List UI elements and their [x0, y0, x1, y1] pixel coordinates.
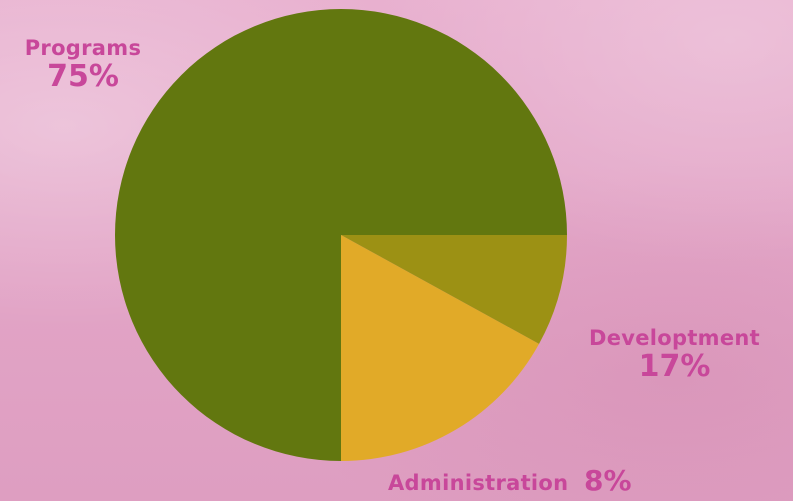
- development-percent: 17%: [638, 349, 711, 385]
- programs-percent: 75%: [47, 59, 119, 95]
- administration-percent: 8%: [583, 464, 632, 497]
- administration-label: Administration 8%: [388, 464, 708, 497]
- development-label: Developtment 17%: [562, 326, 787, 385]
- administration-name: Administration: [388, 471, 569, 495]
- development-name: Developtment: [588, 326, 760, 350]
- programs-label: Programs 75%: [8, 36, 158, 95]
- pie-slice-administration: [341, 235, 567, 344]
- programs-name: Programs: [24, 36, 142, 60]
- pie-slice-developtment: [341, 235, 540, 461]
